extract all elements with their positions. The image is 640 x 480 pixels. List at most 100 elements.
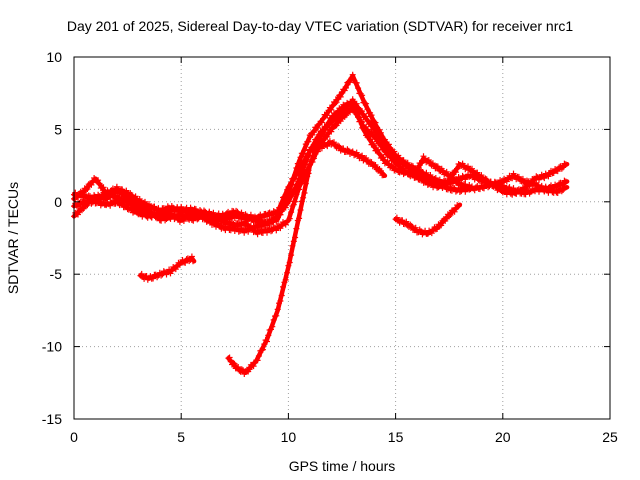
data-point [371, 118, 378, 125]
series-track-a [71, 96, 570, 229]
data-point [128, 205, 135, 212]
data-point [377, 141, 384, 148]
data-point [132, 193, 139, 200]
data-point [554, 190, 561, 196]
data-point [364, 106, 371, 113]
data-point [80, 205, 87, 212]
data-point [332, 100, 339, 107]
series-line [226, 101, 473, 375]
data-point [347, 79, 353, 86]
data-point [288, 252, 295, 259]
data-point [540, 174, 546, 180]
data-point [510, 170, 517, 177]
data-point [255, 353, 262, 359]
data-point [400, 157, 407, 164]
data-point [348, 75, 355, 82]
data-point [286, 259, 293, 266]
data-point [459, 184, 466, 191]
data-point [522, 186, 529, 193]
data-point [328, 116, 335, 123]
data-point [451, 208, 458, 215]
data-point [381, 146, 388, 153]
data-point [395, 160, 402, 167]
data-point [273, 312, 280, 319]
data-point [518, 188, 525, 195]
data-point [353, 100, 360, 107]
data-point [151, 203, 158, 210]
data-point [227, 211, 234, 218]
data-point [75, 203, 81, 210]
data-point [523, 181, 530, 188]
data-point [483, 176, 490, 183]
data-point [363, 113, 370, 120]
data-point [452, 176, 459, 183]
data-point [281, 193, 288, 200]
data-point [209, 221, 215, 228]
data-point [306, 162, 313, 168]
data-point [286, 184, 293, 191]
data-point [288, 179, 295, 186]
data-point [354, 110, 360, 117]
data-point [270, 215, 277, 222]
data-point [75, 211, 81, 218]
data-point [259, 346, 266, 353]
data-point [234, 208, 241, 215]
data-point [349, 71, 356, 78]
data-point [447, 171, 454, 178]
data-point [340, 145, 347, 152]
data-point [298, 198, 305, 205]
data-point [560, 187, 567, 193]
data-point [128, 200, 135, 207]
data-point [320, 115, 327, 122]
data-point [304, 151, 311, 158]
data-point [238, 366, 245, 373]
data-point [292, 234, 299, 241]
x-axis-label: GPS time / hours [289, 458, 396, 474]
data-point [361, 156, 368, 163]
data-point [292, 198, 299, 205]
data-point [293, 225, 300, 232]
series-track-f [225, 99, 473, 377]
data-point [254, 231, 261, 238]
data-point [391, 148, 398, 155]
data-point [399, 217, 406, 224]
data-point [166, 266, 173, 273]
data-point [250, 363, 257, 370]
data-point [83, 187, 90, 193]
data-point [172, 266, 179, 273]
data-point [314, 125, 321, 131]
data-point [455, 203, 462, 210]
data-point [290, 176, 297, 183]
data-point [273, 227, 280, 234]
data-point [435, 184, 442, 191]
data-point [380, 172, 387, 179]
data-point [312, 146, 319, 153]
data-point [423, 169, 430, 176]
data-point [314, 142, 321, 149]
data-point [246, 366, 253, 373]
data-point [324, 143, 331, 150]
data-point [254, 216, 261, 223]
data-point [359, 152, 366, 159]
data-point [302, 180, 309, 187]
data-point [180, 218, 187, 224]
data-point [348, 149, 355, 156]
data-point [393, 165, 400, 172]
data-point [335, 142, 341, 149]
y-tick-label: 0 [54, 194, 62, 210]
data-point [434, 163, 441, 170]
data-point [412, 224, 419, 231]
data-point [119, 186, 126, 193]
data-point [459, 172, 466, 179]
data-point [72, 189, 79, 196]
data-point [420, 153, 427, 160]
data-point [230, 359, 237, 366]
data-point [477, 186, 483, 193]
data-point [465, 163, 471, 170]
data-point [190, 258, 196, 265]
data-point [119, 200, 126, 207]
data-point [305, 152, 312, 159]
data-point [268, 212, 274, 219]
data-point [171, 265, 178, 272]
data-point [538, 182, 545, 189]
